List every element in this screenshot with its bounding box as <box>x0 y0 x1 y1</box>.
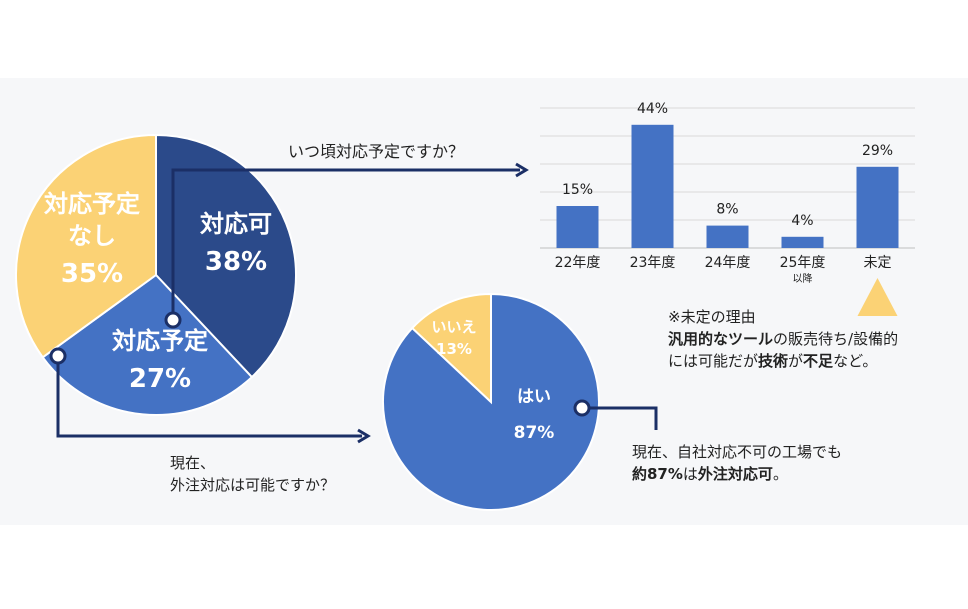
pie2-question-0: 現在、 <box>170 454 215 472</box>
bar-value-0: 15% <box>562 182 593 198</box>
connector-to-pie2 <box>56 356 362 438</box>
bar-1 <box>631 124 674 248</box>
pie1-slice-2 <box>15 133 157 359</box>
reason-heading: ※未定の理由 <box>668 308 756 326</box>
connector-dot-bar <box>164 311 182 329</box>
reason-line-3: には可能だが技術が不足など。 <box>668 352 878 370</box>
pie1-label-0-0: 対応可 <box>200 210 272 238</box>
bar-value-1: 44% <box>637 101 668 117</box>
pie1-slice-1 <box>41 273 254 416</box>
pie1-label-1-0: 対応予定 <box>112 327 208 355</box>
pie2-label-1: いいえ <box>431 318 476 336</box>
pie2-label-0: はい <box>517 387 551 407</box>
pie1-slice-0 <box>155 133 297 379</box>
bar-category-0: 22年度 <box>555 255 601 271</box>
bar-category-2: 24年度 <box>705 255 751 271</box>
outsourcing-line-2: 約87%は外注対応可。 <box>632 465 788 483</box>
undecided-pointer-triangle <box>857 278 898 316</box>
connector-to-note <box>582 406 658 430</box>
bar-category-3: 25年度 <box>780 255 826 271</box>
connector-dot-pie2 <box>49 347 67 365</box>
pie2-question-1: 外注対応は可能ですか？ <box>170 476 335 494</box>
outsourcing-note: 現在、自社対応不可の工場でも 約87%は外注対応可。 <box>632 441 842 485</box>
bar-4 <box>856 166 899 248</box>
pie2-value-0: 87% <box>514 423 555 443</box>
connector-dot-note <box>573 399 591 417</box>
pie2-value-1: 13% <box>436 340 472 358</box>
pie1-value-1: 27% <box>129 364 191 394</box>
undecided-reason-note: ※未定の理由 汎用的なツールの販売待ち/設備的 には可能だが技術が不足など。 <box>668 306 898 372</box>
bar-category-1: 23年度 <box>630 255 676 271</box>
pie2-slice-1 <box>410 292 492 405</box>
bar-category-sub-3: 以降 <box>793 272 813 285</box>
bar-value-4: 29% <box>862 143 893 159</box>
pie1-label-2-0: 対応予定 <box>44 190 140 218</box>
arrowhead-to-pie2 <box>357 428 371 444</box>
pie1-value-0: 38% <box>205 247 267 277</box>
reason-line-2: 汎用的なツールの販売待ち/設備的 <box>668 330 899 348</box>
bar-value-3: 4% <box>791 213 813 229</box>
bar-question: いつ頃対応予定ですか？ <box>288 142 464 161</box>
pie1-value-2: 35% <box>61 259 123 289</box>
outsourcing-line-1: 現在、自社対応不可の工場でも <box>632 443 843 461</box>
arrowhead-to-bar <box>515 162 529 178</box>
connector-to-bar <box>171 168 520 320</box>
bar-category-4: 未定 <box>864 255 892 271</box>
pie1-label-2-1: なし <box>68 222 116 250</box>
bar-2 <box>706 225 749 248</box>
bar-0 <box>556 206 599 248</box>
bar-3 <box>781 236 824 248</box>
bar-value-2: 8% <box>716 202 738 218</box>
